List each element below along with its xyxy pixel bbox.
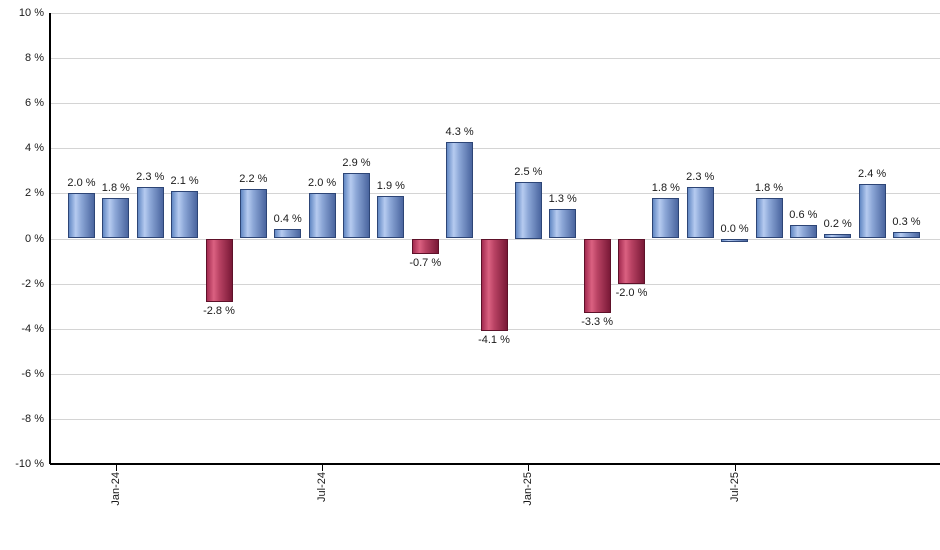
y-axis-tick-label: -10 % (15, 458, 44, 470)
y-axis-line (49, 13, 51, 464)
y-axis-tick-label: 8 % (25, 52, 44, 65)
bar-Dec-24 (480, 238, 508, 331)
y-axis-tick-label: 0 % (25, 232, 44, 245)
bar-Jul-24 (308, 193, 336, 239)
bar-Aug-25 (755, 197, 783, 239)
gridline-y2 (50, 193, 940, 195)
bar-value-label: 2.2 % (239, 172, 268, 185)
bar-value-label: -3.3 % (581, 315, 614, 328)
y-axis-tick-label: 4 % (25, 142, 44, 155)
x-axis-tick-label: Jul-24 (316, 472, 329, 502)
bar-value-label: 1.8 % (651, 181, 680, 194)
y-axis-tick-label: 10 % (18, 7, 44, 19)
x-axis-tick-label: Jan-24 (109, 472, 122, 506)
y-axis-tick-label: 2 % (25, 187, 44, 200)
bar-May-25 (652, 197, 680, 239)
y-axis-tick-label: -2 % (21, 277, 44, 290)
bar-Jan-24 (102, 197, 130, 239)
bar-value-label: -4.1 % (478, 333, 510, 346)
bar-Dec-23 (68, 193, 95, 239)
bar-Jun-25 (686, 186, 714, 239)
y-axis-tick-label: -8 % (21, 412, 44, 425)
bar-Apr-24 (205, 238, 233, 302)
bar-Apr-25 (618, 238, 645, 284)
bar-Sep-24 (377, 195, 405, 239)
gridline-y6 (50, 103, 940, 105)
y-axis-tick-label: 6 % (25, 97, 44, 110)
bar-value-label: 0.6 % (789, 208, 818, 221)
bar-Mar-25 (583, 238, 611, 313)
bar-value-label: 1.9 % (376, 179, 405, 192)
bar-Sep-25 (789, 224, 817, 239)
bar-value-label: -0.7 % (409, 257, 442, 270)
bar-Dec-25 (893, 231, 920, 239)
x-axis-tick (322, 464, 324, 471)
x-axis-tick-label: Jan-25 (522, 472, 535, 506)
bar-value-label: -2.0 % (615, 286, 648, 299)
bar-value-label: 0.4 % (273, 213, 302, 226)
gridline-y-8 (50, 418, 940, 420)
x-axis-tick (115, 464, 117, 471)
bar-value-label: -2.8 % (203, 304, 235, 317)
bar-Feb-24 (136, 186, 164, 239)
bar-value-label: 0.0 % (720, 222, 749, 235)
x-axis-tick (528, 464, 530, 471)
bar-value-label: 2.9 % (342, 157, 371, 170)
bar-Oct-25 (824, 233, 852, 239)
bar-Nov-24 (446, 141, 474, 239)
x-axis-line (50, 463, 940, 465)
bar-Nov-25 (858, 184, 886, 239)
y-axis-tick-label: -6 % (21, 367, 44, 380)
bar-value-label: 2.3 % (686, 170, 715, 183)
bar-value-label: 2.0 % (67, 177, 96, 190)
bar-value-label: 1.8 % (754, 181, 784, 194)
bar-Mar-24 (171, 191, 199, 239)
x-axis-tick-label: Jul-25 (728, 472, 741, 502)
bar-value-label: 2.3 % (136, 170, 165, 183)
bar-value-label: 0.3 % (892, 215, 921, 228)
bar-value-label: 2.0 % (308, 177, 337, 190)
bar-Jun-24 (274, 229, 302, 239)
bar-Oct-24 (411, 238, 439, 255)
bar-May-24 (239, 188, 267, 239)
gridline-y10 (50, 13, 940, 14)
bar-value-label: 2.4 % (858, 168, 887, 181)
bar-value-label: 1.8 % (101, 181, 130, 194)
x-axis-tick (734, 464, 736, 471)
bar-value-label: 2.5 % (514, 166, 543, 179)
bar-value-label: 4.3 % (445, 125, 474, 138)
gridline-y-6 (50, 373, 940, 375)
y-axis-tick-label: -4 % (21, 322, 44, 335)
bar-Aug-24 (343, 173, 370, 239)
bar-Jan-25 (514, 182, 542, 239)
bar-Feb-25 (549, 209, 577, 239)
bar-value-label: 1.3 % (548, 193, 577, 206)
bar-value-label: 2.1 % (170, 175, 199, 188)
bar-Jul-25 (721, 238, 749, 242)
gridline-y4 (50, 148, 940, 150)
gridline-y8 (50, 58, 940, 60)
bar-value-label: 0.2 % (823, 217, 852, 230)
